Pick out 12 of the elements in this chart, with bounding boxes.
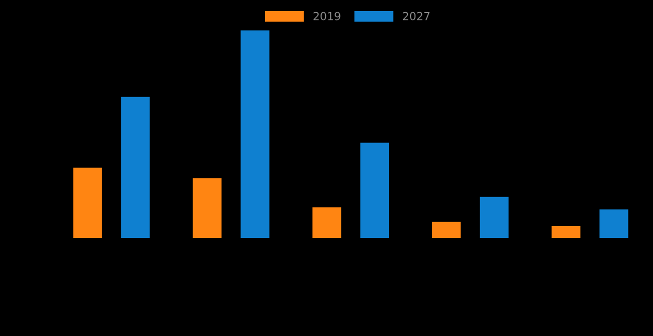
bar <box>73 168 102 239</box>
legend-label: 2027 <box>402 12 430 20</box>
bar <box>312 207 342 239</box>
bar <box>552 226 580 239</box>
bar <box>121 96 150 239</box>
bar <box>240 30 270 239</box>
bar <box>480 196 509 239</box>
bar <box>600 209 628 239</box>
bar <box>360 142 389 239</box>
bar <box>192 178 222 239</box>
legend-label: 2019 <box>314 12 340 20</box>
bar <box>432 222 461 239</box>
